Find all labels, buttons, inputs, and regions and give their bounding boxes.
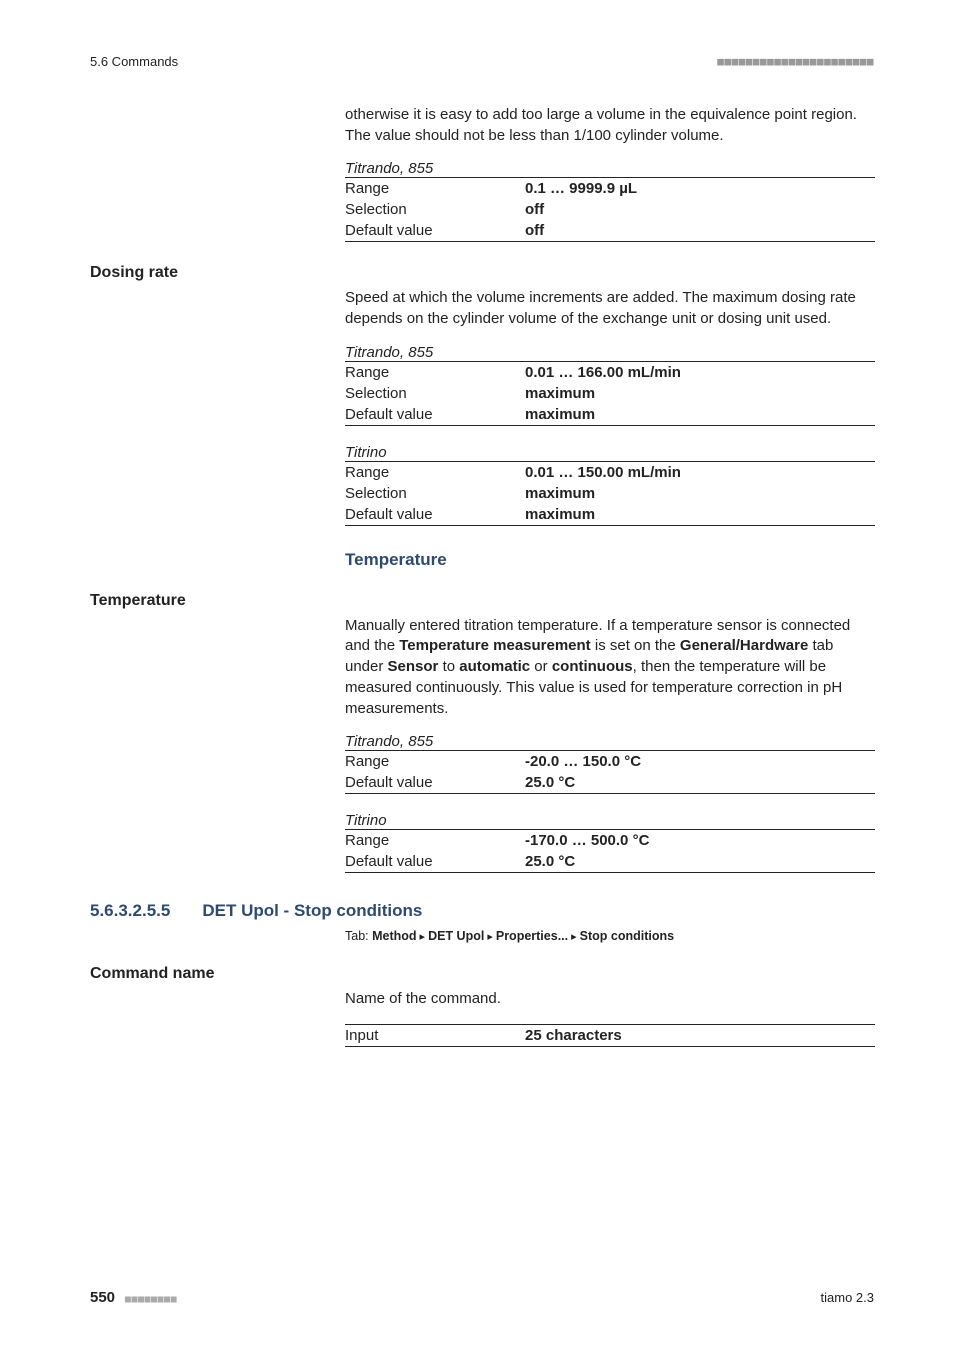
stop-conditions-heading: 5.6.3.2.5.5 DET Upol - Stop conditions [90, 901, 874, 921]
table-row: Selectionmaximum [345, 483, 875, 504]
param-table: Range0.1 … 9999.9 µL Selectionoff Defaul… [345, 177, 875, 242]
cell-key: Range [345, 830, 525, 852]
page-header: 5.6 Commands ■■■■■■■■■■■■■■■■■■■■■■ [90, 54, 874, 69]
cell-val: maximum [525, 404, 875, 426]
dosing-rate-para: Speed at which the volume increments are… [345, 288, 874, 329]
cell-val: 25.0 °C [525, 772, 875, 794]
section-title: DET Upol - Stop conditions [202, 901, 422, 921]
command-name-para: Name of the command. [345, 989, 874, 1010]
section-number: 5.6.3.2.5.5 [90, 901, 170, 921]
param-table: Range0.01 … 166.00 mL/min Selectionmaxim… [345, 361, 875, 426]
table-row: Range0.01 … 166.00 mL/min [345, 361, 875, 383]
cell-val: maximum [525, 383, 875, 404]
footer-decor: ■■■■■■■■ [119, 1294, 177, 1305]
cell-key: Selection [345, 483, 525, 504]
chevron-icon: ▸ [568, 931, 580, 943]
temperature-para: Manually entered titration temperature. … [345, 616, 874, 719]
cell-val: 0.01 … 166.00 mL/min [525, 361, 875, 383]
temperature-blue-heading: Temperature [345, 550, 874, 570]
cell-key: Default value [345, 404, 525, 426]
footer-right: tiamo 2.3 [821, 1290, 874, 1305]
cell-val: 25 characters [525, 1024, 875, 1046]
cell-val: -170.0 … 500.0 °C [525, 830, 875, 852]
cell-val: maximum [525, 483, 875, 504]
cell-key: Range [345, 461, 525, 483]
param-table: Range-20.0 … 150.0 °C Default value25.0 … [345, 750, 875, 794]
bold-text: Temperature measurement [399, 637, 590, 654]
dosing-rate-heading: Dosing rate [90, 264, 874, 282]
cell-val: off [525, 199, 875, 220]
table-row: Range-170.0 … 500.0 °C [345, 830, 875, 852]
temperature-side-heading: Temperature [90, 592, 874, 610]
path-part: Method [372, 929, 416, 943]
cell-val: off [525, 220, 875, 242]
table-row: Default valueoff [345, 220, 875, 242]
cell-key: Input [345, 1024, 525, 1046]
table-row: Selectionmaximum [345, 383, 875, 404]
table-row: Default value25.0 °C [345, 772, 875, 794]
cell-key: Selection [345, 383, 525, 404]
device-label: Titrino [345, 812, 874, 829]
cell-key: Selection [345, 199, 525, 220]
cell-key: Default value [345, 220, 525, 242]
cell-key: Default value [345, 851, 525, 873]
command-name-heading: Command name [90, 965, 874, 983]
path-part: DET Upol [428, 929, 484, 943]
table-row: Range0.1 … 9999.9 µL [345, 178, 875, 200]
param-table: Range-170.0 … 500.0 °C Default value25.0… [345, 829, 875, 873]
table-row: Default value25.0 °C [345, 851, 875, 873]
text: is set on the [591, 637, 680, 654]
table-row: Selectionoff [345, 199, 875, 220]
cell-val: 25.0 °C [525, 851, 875, 873]
cell-key: Range [345, 751, 525, 773]
bold-text: Sensor [388, 658, 439, 675]
page-footer: 550 ■■■■■■■■ tiamo 2.3 [90, 1289, 874, 1306]
bold-text: continuous [552, 658, 633, 675]
cell-key: Default value [345, 504, 525, 526]
tab-path: Tab: Method▸DET Upol▸Properties...▸Stop … [345, 929, 874, 943]
header-decor: ■■■■■■■■■■■■■■■■■■■■■■ [717, 55, 874, 68]
text: or [530, 658, 552, 675]
page-number: 550 [90, 1289, 115, 1306]
cell-val: -20.0 … 150.0 °C [525, 751, 875, 773]
path-part: Properties... [496, 929, 568, 943]
tab-label: Tab: [345, 929, 372, 943]
cell-key: Range [345, 178, 525, 200]
header-left: 5.6 Commands [90, 54, 178, 69]
chevron-icon: ▸ [484, 931, 496, 943]
device-label: Titrino [345, 444, 874, 461]
device-label: Titrando, 855 [345, 344, 874, 361]
bold-text: automatic [459, 658, 530, 675]
device-label: Titrando, 855 [345, 160, 874, 177]
param-table: Input25 characters [345, 1024, 875, 1047]
cell-val: 0.01 … 150.00 mL/min [525, 461, 875, 483]
table-row: Input25 characters [345, 1024, 875, 1046]
intro-paragraph: otherwise it is easy to add too large a … [345, 105, 874, 146]
table-row: Default valuemaximum [345, 404, 875, 426]
device-label: Titrando, 855 [345, 733, 874, 750]
bold-text: General/Hardware [680, 637, 808, 654]
table-row: Default valuemaximum [345, 504, 875, 526]
cell-key: Range [345, 361, 525, 383]
table-row: Range0.01 … 150.00 mL/min [345, 461, 875, 483]
cell-val: 0.1 … 9999.9 µL [525, 178, 875, 200]
text: to [438, 658, 459, 675]
cell-val: maximum [525, 504, 875, 526]
chevron-icon: ▸ [417, 931, 429, 943]
path-part: Stop conditions [580, 929, 674, 943]
param-table: Range0.01 … 150.00 mL/min Selectionmaxim… [345, 461, 875, 526]
cell-key: Default value [345, 772, 525, 794]
table-row: Range-20.0 … 150.0 °C [345, 751, 875, 773]
